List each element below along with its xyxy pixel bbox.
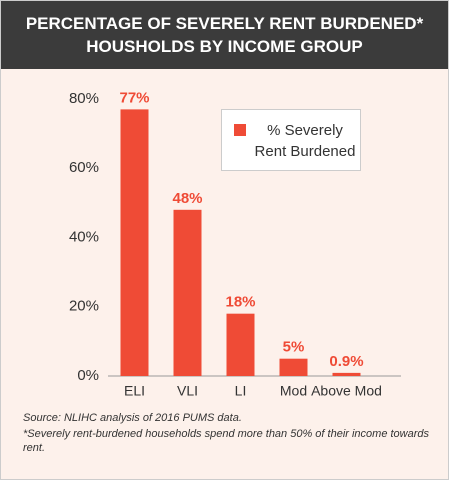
footnote: *Severely rent-burdened households spend…: [23, 428, 430, 454]
legend: % Severely Rent Burdened: [221, 109, 361, 171]
x-tick-label: VLI: [177, 383, 198, 399]
bar: [173, 209, 202, 376]
x-tick-label: LI: [235, 383, 247, 399]
value-label: 0.9%: [329, 353, 363, 370]
value-label: 18%: [225, 294, 255, 311]
legend-swatch: [234, 124, 246, 136]
bar: [332, 372, 361, 376]
value-label: 5%: [283, 339, 305, 356]
chart-title: PERCENTAGE OF SEVERELY RENT BURDENED* HO…: [1, 1, 448, 69]
x-tick-label: Mod: [280, 383, 307, 399]
y-tick-label: 40%: [69, 228, 99, 245]
y-tick-label: 60%: [69, 159, 99, 176]
bar: [279, 358, 308, 376]
y-tick-label: 0%: [77, 367, 99, 384]
x-tick-label: Above Mod: [311, 383, 382, 399]
y-tick-label: 20%: [69, 298, 99, 315]
value-label: 77%: [119, 89, 149, 106]
source-note: Source: NLIHC analysis of 2016 PUMS data…: [23, 412, 242, 424]
bar: [120, 109, 149, 376]
legend-label: % Severely Rent Burdened: [254, 122, 356, 160]
value-label: 48%: [172, 190, 202, 207]
bar: [226, 313, 255, 376]
y-tick-label: 80%: [69, 90, 99, 107]
x-tick-label: ELI: [124, 383, 145, 399]
